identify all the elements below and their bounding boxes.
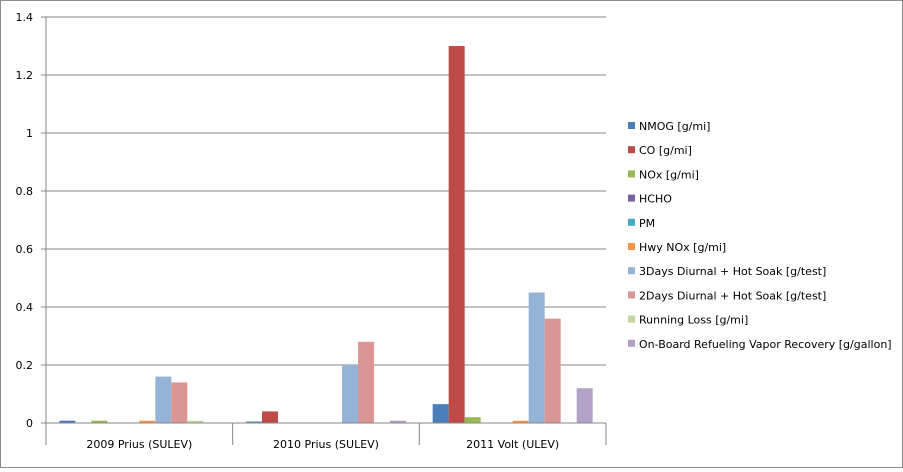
bar [246,421,262,423]
x-axis-category-labels: 2009 Prius (SULEV) 2010 Prius (SULEV) 2011… [45,423,607,451]
bar [358,341,374,423]
bar [171,382,188,423]
gridlines [41,16,606,424]
x-category-label: 2011 Volt (ULEV) [466,438,559,451]
legend-swatch [628,122,635,129]
bar [448,46,465,423]
legend-swatch [628,267,635,275]
legend-swatch [628,315,635,323]
bars [59,46,593,423]
legend-label: NMOG [g/mi] [639,120,710,133]
bar [464,417,481,423]
y-tick-label: 0.8 [16,185,34,198]
y-tick-label: 0.6 [16,243,34,256]
y-tick-label: 1.4 [16,11,34,24]
y-tick-label: 1 [26,127,33,140]
x-category-label: 2009 Prius (SULEV) [86,438,192,451]
bar [91,420,108,423]
bar [139,420,156,423]
y-tick-label: 0 [26,417,33,430]
legend-swatch [628,243,635,250]
legend-swatch [628,339,635,347]
y-tick-label: 0.4 [16,301,34,314]
bar [576,388,593,423]
bar [432,404,449,423]
bar [59,420,76,423]
legend-label: On-Board Refueling Vapor Recovery [g/gal… [639,338,892,351]
legend-label: 3Days Diurnal + Hot Soak [g/test] [639,265,826,278]
y-tick-label: 1.2 [16,69,34,82]
y-axis-tick-labels: 0 0.2 0.4 0.6 0.8 1 1.2 1.4 [16,11,34,430]
bar [187,420,204,423]
legend-swatch [628,194,635,202]
legend-swatch [628,170,635,178]
bar [342,365,358,423]
legend-swatch [628,146,635,154]
bar [544,318,561,423]
bar [512,420,529,423]
bar [528,292,545,423]
bar [155,376,172,423]
x-category-label: 2010 Prius (SULEV) [273,438,379,451]
legend-label: Running Loss [g/mi] [639,314,748,327]
legend-label: NOx [g/mi] [639,168,699,181]
bar [390,420,406,423]
legend-swatch [628,291,635,299]
legend-label: PM [639,217,655,230]
y-tick-label: 0.2 [16,359,34,372]
x-axis [45,17,606,424]
legend: NMOG [g/mi] CO [g/mi] NOx [g/mi] HCHO PM Hwy … [628,120,892,351]
legend-label: Hwy NOx [g/mi] [639,241,726,254]
legend-swatch [628,218,635,226]
bar [262,411,278,423]
legend-label: CO [g/mi] [639,144,692,157]
legend-label: HCHO [639,193,672,206]
legend-label: 2Days Diurnal + Hot Soak [g/test] [639,289,826,302]
